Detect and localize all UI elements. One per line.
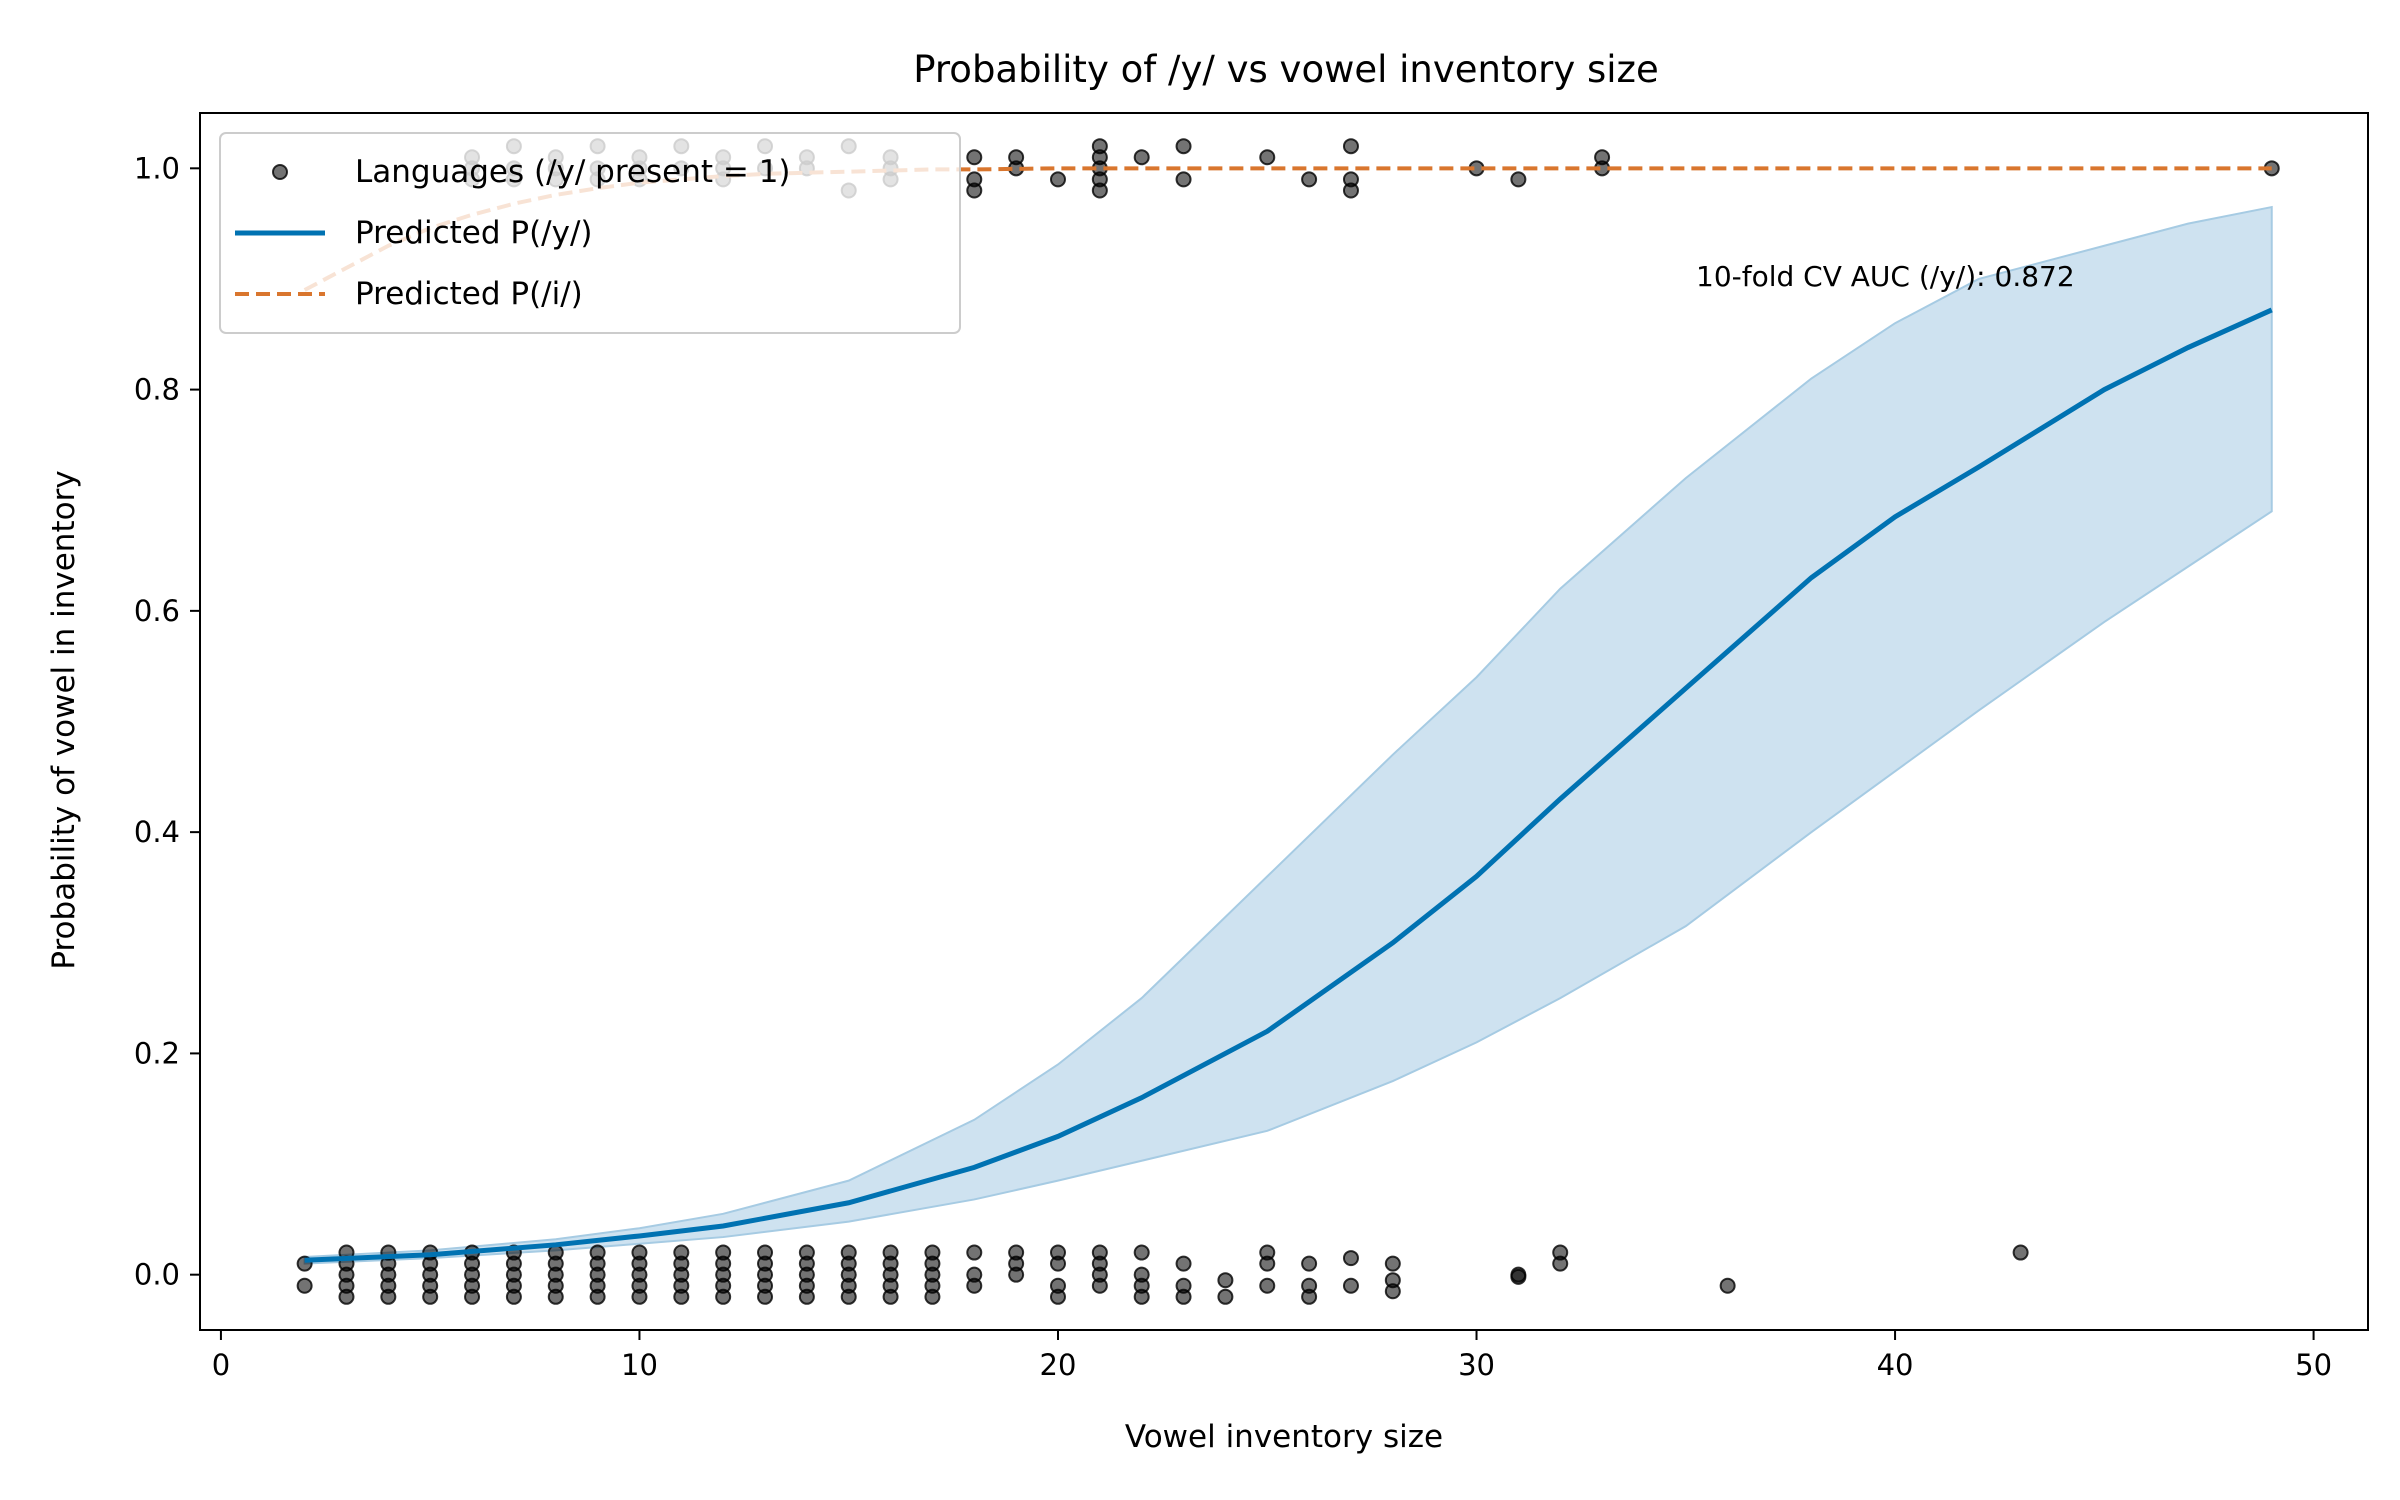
prediction-band-layer xyxy=(303,205,2273,1265)
chart-title: Probability of /y/ vs vowel inventory si… xyxy=(913,48,1659,91)
language-point-present xyxy=(1091,182,1108,199)
y-tick-label: 0.2 xyxy=(134,1036,180,1070)
language-point-absent xyxy=(1342,1277,1359,1294)
language-point-absent xyxy=(1259,1277,1276,1294)
language-point-present xyxy=(1301,171,1318,188)
language-point-absent xyxy=(1091,1277,1108,1294)
legend-label-pred-y: Predicted P(/y/) xyxy=(355,215,593,251)
language-point-absent xyxy=(840,1288,857,1305)
language-point-absent xyxy=(715,1288,732,1305)
cv-auc-annotation: 10-fold CV AUC (/y/): 0.872 xyxy=(1696,260,2075,293)
language-point-absent xyxy=(296,1277,313,1294)
language-point-absent xyxy=(1217,1272,1234,1289)
y-tick-label: 0.6 xyxy=(134,594,180,628)
legend: Languages (/y/ present = 1) Predicted P(… xyxy=(219,132,961,334)
language-point-absent xyxy=(1301,1255,1318,1272)
language-point-absent xyxy=(882,1288,899,1305)
legend-box xyxy=(219,132,961,334)
language-point-absent xyxy=(1133,1288,1150,1305)
language-point-absent xyxy=(673,1288,690,1305)
language-point-absent xyxy=(1384,1283,1401,1300)
language-point-present xyxy=(1175,138,1192,155)
language-point-present xyxy=(1510,171,1527,188)
y-tick-label: 0.0 xyxy=(134,1258,180,1292)
language-point-absent xyxy=(1552,1255,1569,1272)
language-point-absent xyxy=(2012,1244,2029,1261)
language-point-absent xyxy=(1510,1268,1527,1285)
x-tick-label: 20 xyxy=(1040,1348,1077,1382)
language-point-absent xyxy=(924,1288,941,1305)
language-point-present xyxy=(1259,149,1276,166)
language-point-absent xyxy=(1049,1288,1066,1305)
x-tick-label: 40 xyxy=(1877,1348,1914,1382)
language-point-absent xyxy=(966,1244,983,1261)
language-point-absent xyxy=(1301,1288,1318,1305)
y-axis-ticks: 0.0 0.2 0.4 0.6 0.8 1.0 xyxy=(134,151,200,1292)
language-point-absent xyxy=(338,1288,355,1305)
x-tick-label: 30 xyxy=(1458,1348,1495,1382)
language-point-present xyxy=(1049,171,1066,188)
language-point-absent xyxy=(1342,1250,1359,1267)
legend-marker-points xyxy=(272,164,288,180)
language-point-present xyxy=(1175,171,1192,188)
language-point-present xyxy=(966,149,983,166)
language-point-absent xyxy=(380,1288,397,1305)
language-point-absent xyxy=(1008,1266,1025,1283)
language-point-absent xyxy=(798,1288,815,1305)
pred-y-line xyxy=(304,307,2273,1263)
language-point-absent xyxy=(505,1288,522,1305)
y-tick-label: 0.4 xyxy=(134,815,180,849)
pred-y-confidence-band xyxy=(303,205,2273,1265)
language-point-absent xyxy=(966,1277,983,1294)
language-point-absent xyxy=(547,1288,564,1305)
language-point-absent xyxy=(1175,1255,1192,1272)
language-point-absent xyxy=(464,1288,481,1305)
language-point-absent xyxy=(1175,1288,1192,1305)
language-point-present xyxy=(1133,149,1150,166)
y-tick-label: 0.8 xyxy=(134,373,180,407)
legend-label-points: Languages (/y/ present = 1) xyxy=(355,154,791,190)
language-point-absent xyxy=(589,1288,606,1305)
language-point-absent xyxy=(631,1288,648,1305)
language-point-absent xyxy=(1049,1255,1066,1272)
language-point-absent xyxy=(1719,1277,1736,1294)
x-tick-label: 0 xyxy=(212,1348,230,1382)
language-point-absent xyxy=(422,1288,439,1305)
language-point-absent xyxy=(757,1288,774,1305)
x-tick-label: 50 xyxy=(2295,1348,2332,1382)
y-axis-label: Probability of vowel in inventory xyxy=(46,470,82,969)
x-axis-label: Vowel inventory size xyxy=(1125,1419,1443,1455)
x-axis-ticks: 0 10 20 30 40 50 xyxy=(212,1330,2332,1382)
language-point-absent xyxy=(1133,1244,1150,1261)
language-point-present xyxy=(966,182,983,199)
language-point-absent xyxy=(1217,1288,1234,1305)
x-tick-label: 10 xyxy=(621,1348,658,1382)
language-point-present xyxy=(1342,182,1359,199)
language-point-present xyxy=(1342,138,1359,155)
language-point-absent xyxy=(1259,1255,1276,1272)
points-absent-layer xyxy=(296,1244,2029,1305)
language-point-absent xyxy=(1384,1255,1401,1272)
y-tick-label: 1.0 xyxy=(134,151,180,185)
legend-label-pred-i: Predicted P(/i/) xyxy=(355,276,583,312)
